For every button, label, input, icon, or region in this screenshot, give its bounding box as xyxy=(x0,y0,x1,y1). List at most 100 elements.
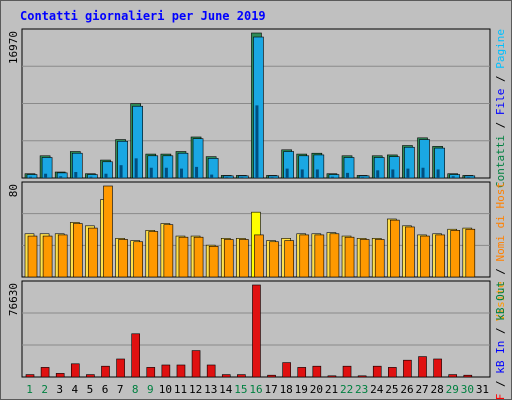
x-tick-label: 26 xyxy=(400,383,413,396)
kbytes-bar xyxy=(312,365,322,378)
kbytes-bar xyxy=(55,373,65,378)
pages-bar xyxy=(436,169,440,178)
pages-bar xyxy=(164,167,168,178)
x-tick-label: 21 xyxy=(325,383,338,396)
hosts-bar xyxy=(103,185,113,278)
hosts-bar xyxy=(88,227,98,278)
pages-bar xyxy=(330,176,334,178)
pages-bar xyxy=(376,170,380,178)
hosts-bar xyxy=(57,234,68,278)
legend-part: Contatti xyxy=(494,135,507,188)
kbytes-bar xyxy=(161,364,171,378)
x-tick-label: 25 xyxy=(385,383,398,396)
x-tick-label: 7 xyxy=(117,383,124,396)
x-tick-label: 5 xyxy=(87,383,94,396)
kbytes-bar xyxy=(433,358,442,378)
kbytes-bar xyxy=(176,364,186,378)
kbytes-bar xyxy=(237,374,246,378)
pages-bar xyxy=(29,176,32,178)
hosts-bar xyxy=(208,245,219,278)
chart-title: Contatti giornalieri per June 2019 xyxy=(20,9,266,23)
pages-bar xyxy=(240,177,244,178)
kbytes-bar xyxy=(267,374,276,378)
hosts-bar xyxy=(450,230,461,278)
hosts-bar xyxy=(405,226,415,278)
pages-bar xyxy=(89,176,93,178)
kbytes-bar xyxy=(221,374,231,378)
x-tick-label: 24 xyxy=(370,383,384,396)
kbytes-bar xyxy=(327,375,337,378)
x-tick-label: 20 xyxy=(310,383,323,396)
hosts-bar xyxy=(254,234,264,278)
kbytes-bar xyxy=(463,374,473,378)
legend-part: kB F xyxy=(494,394,507,400)
pages-bar xyxy=(134,158,138,178)
legend-part: / xyxy=(494,321,507,341)
x-tick-label: 23 xyxy=(355,383,368,396)
y-max-label: 80 xyxy=(7,184,20,197)
x-tick-label: 12 xyxy=(189,383,202,396)
x-tick-label: 4 xyxy=(72,383,79,396)
kbytes-bar xyxy=(388,367,397,378)
x-tick-label: 10 xyxy=(159,383,172,396)
x-tick-label: 18 xyxy=(280,383,293,396)
legend-part: kB In xyxy=(494,341,507,374)
hosts-bar xyxy=(329,233,340,278)
kbytes-bar xyxy=(252,284,261,378)
hosts-bar xyxy=(178,236,189,278)
x-tick-label: 30 xyxy=(461,383,474,396)
pages-bar xyxy=(285,168,289,178)
x-tick-label: 6 xyxy=(102,383,109,396)
x-tick-label: 3 xyxy=(56,383,63,396)
pages-bar xyxy=(210,174,214,178)
pages-bar xyxy=(421,167,425,178)
x-tick-label: 11 xyxy=(174,383,187,396)
kbytes-bar xyxy=(372,365,382,378)
hosts-bar xyxy=(314,234,325,278)
pages-bar xyxy=(44,173,48,178)
x-tick-label: 14 xyxy=(219,383,233,396)
hosts-bar xyxy=(359,239,370,278)
x-tick-label: 15 xyxy=(234,383,247,396)
hosts-bar xyxy=(344,236,355,278)
legend-part: Pagine xyxy=(494,29,507,69)
hosts-bar xyxy=(133,241,143,278)
pages-bar xyxy=(346,172,350,178)
pages-bar xyxy=(315,169,319,178)
pages-bar xyxy=(361,177,365,178)
hosts-bar xyxy=(163,224,174,278)
pages-bar xyxy=(104,173,108,178)
kbytes-bar xyxy=(86,374,95,378)
hosts-bar xyxy=(223,239,234,278)
legend-part: / xyxy=(494,374,507,394)
legend-part: File xyxy=(494,89,507,116)
x-tick-label: 17 xyxy=(264,383,277,396)
x-tick-label: 29 xyxy=(446,383,459,396)
y-max-label: 76630 xyxy=(7,283,20,316)
pages-bar xyxy=(195,166,199,178)
pages-bar xyxy=(74,172,78,178)
pages-bar xyxy=(225,177,229,178)
pages-bar xyxy=(300,169,304,178)
right-legend-mid: Visite / Nomi di Host xyxy=(494,182,507,321)
hosts-bar xyxy=(390,219,400,278)
right-legend-bottom: kB F / kB In / kB Out xyxy=(494,281,507,400)
hosts-bar xyxy=(465,228,476,278)
x-tick-label: 31 xyxy=(476,383,489,396)
x-tick-label: 8 xyxy=(132,383,139,396)
kbytes-bar xyxy=(206,364,216,378)
hosts-bar xyxy=(374,239,385,278)
kbytes-bar xyxy=(40,367,50,378)
x-tick-label: 19 xyxy=(295,383,308,396)
hosts-bar xyxy=(193,236,204,278)
x-tick-label: 9 xyxy=(147,383,154,396)
hosts-bar xyxy=(299,234,310,278)
x-tick-label: 2 xyxy=(41,383,48,396)
pages-bar xyxy=(179,168,183,178)
pages-bar xyxy=(406,168,410,178)
pages-bar xyxy=(451,176,455,178)
kbytes-bar xyxy=(448,374,458,378)
kbytes-bar xyxy=(70,363,80,378)
kbytes-bar xyxy=(146,367,156,378)
hosts-bar xyxy=(420,235,430,278)
